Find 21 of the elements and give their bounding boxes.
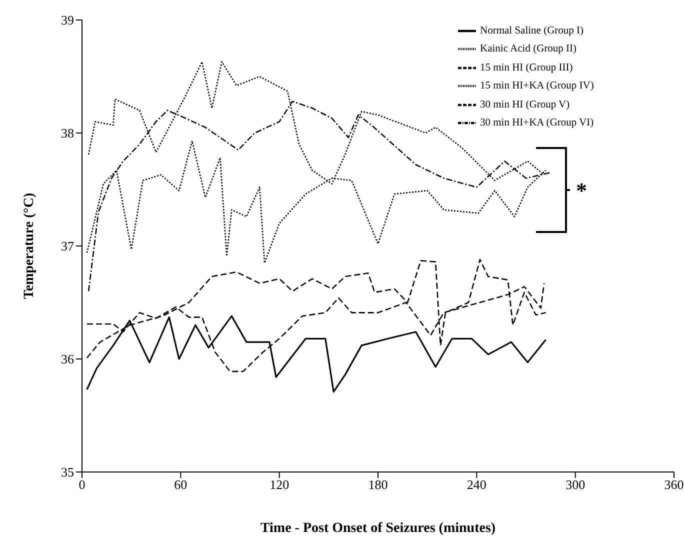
y-tick-label: 37 [61,238,74,254]
y-tick-label: 36 [61,352,74,367]
y-axis-title: Temperature (°C) [22,192,37,300]
x-tick-label: 180 [368,477,388,492]
x-tick-label: 360 [664,477,684,492]
legend-label: 30 min HI (Group V) [480,99,570,110]
y-tick-label: 35 [61,464,74,480]
x-tick-label: 300 [566,477,586,492]
legend-label: 15 min HI (Group III) [480,62,573,74]
x-tick-label: 60 [174,477,188,492]
legend-label: 30 min HI+KA (Group VI) [480,117,594,128]
annotation: * [576,178,587,204]
x-tick-label: 120 [270,477,290,492]
legend-label: 15 min HI+KA (Group IV) [480,80,594,92]
x-tick-label: 0 [78,477,86,492]
y-tick-label: 38 [61,126,74,141]
x-tick-label: 240 [466,477,486,492]
legend-label: Normal Saline (Group I) [480,25,584,36]
y-tick-label: 39 [61,12,74,28]
legend-label: Kainic Acid (Group II) [480,44,577,55]
x-axis-title: Time - Post Onset of Seizures (minutes) [260,521,496,536]
